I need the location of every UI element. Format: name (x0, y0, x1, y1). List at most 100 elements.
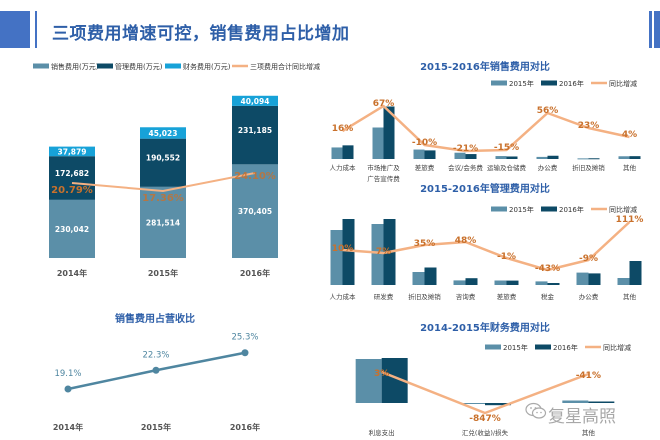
bar-2-2 (232, 95, 278, 106)
ratio-label: 25.3% (231, 333, 258, 343)
growth-label: 20.79% (51, 185, 93, 196)
x-tick-label: 研发费 (374, 292, 394, 301)
legend-yoy-label: 同比增减 (609, 79, 637, 88)
legend-2015-label: 2015年 (509, 205, 534, 214)
x-tick-label: 其他 (623, 292, 637, 301)
x-tick-label: 2014年 (53, 422, 83, 432)
bar-2015年-5 (536, 156, 548, 159)
x-tick-label: 利息支出 (369, 428, 395, 437)
bar-0-0 (49, 199, 95, 258)
yoy-label: -15% (494, 143, 519, 153)
yoy-line (381, 370, 589, 415)
bar-2016年-6 (588, 273, 601, 285)
x-tick-label: 办公费 (538, 163, 558, 172)
bar-2015年-2 (562, 400, 589, 403)
legend-2015-swatch (491, 80, 507, 86)
x-tick-label: 其他 (582, 428, 596, 437)
legend-2016-label: 2016年 (559, 79, 584, 88)
legend-item-0-swatch (33, 63, 49, 69)
x-tick-label: 差旅费 (415, 163, 435, 172)
legend-2015-label: 2015年 (503, 343, 528, 352)
bar-2015年-1 (459, 403, 485, 404)
ratio-label: 22.3% (142, 350, 169, 360)
yoy-label: 56% (537, 106, 559, 116)
bar-2016年-2 (424, 150, 436, 159)
bar-2015年-3 (453, 280, 466, 285)
yoy-label: 7% (376, 247, 391, 257)
x-tick-label: 人力成本 (330, 292, 357, 301)
yoy-label: -41% (576, 371, 601, 381)
x-tick-label: 广告宣传费 (367, 174, 400, 183)
bar-label: 190,552 (146, 154, 180, 163)
growth-label: 17.36% (142, 193, 184, 204)
yoy-label: -43% (535, 264, 560, 274)
bar-label: 45,023 (149, 129, 178, 138)
bar-2016年-7 (629, 261, 642, 285)
bar-2016年-4 (506, 156, 518, 159)
bar-2016年-7 (629, 156, 641, 159)
yoy-label: 48% (455, 236, 477, 246)
bar-0-1 (140, 186, 186, 258)
chart-title: 2015-2016年销售费用对比 (420, 60, 550, 73)
legend-2015-swatch (491, 206, 507, 212)
bar-2015年-1 (372, 127, 384, 159)
legend-item-3-label: 三项费用合计同比增减 (250, 62, 320, 71)
legend-item-2-label: 财务费用(万元) (183, 62, 231, 71)
legend-item-1-swatch (97, 63, 113, 69)
bar-2015年-7 (618, 156, 630, 159)
bar-2016年-0 (342, 145, 354, 159)
x-tick-label: 咨询费 (456, 292, 476, 301)
x-tick-label: 2016年 (240, 268, 270, 278)
x-tick-label: 2015年 (141, 422, 171, 432)
yoy-label: 35% (414, 239, 436, 249)
header-right-accent (652, 11, 660, 48)
chart-title: 销售费用占营收比 (115, 312, 195, 325)
bar-2015年-3 (454, 152, 466, 159)
yoy-label: -1% (497, 252, 516, 262)
bar-2015年-4 (495, 156, 507, 159)
x-tick-label: 会议/会务费 (448, 163, 483, 172)
bar-2015年-0 (355, 359, 382, 403)
x-tick-label: 差旅费 (497, 292, 517, 301)
legend-2016-label: 2016年 (553, 343, 578, 352)
bar-2016年-0 (342, 219, 355, 285)
bar-2016年-4 (506, 280, 519, 285)
legend-2016-swatch (535, 344, 551, 350)
x-tick-label: 2016年 (230, 422, 260, 432)
legend-yoy-label: 同比增减 (603, 343, 631, 352)
yoy-label: -9% (579, 254, 598, 264)
x-tick-label: 折旧及摊销 (408, 292, 441, 301)
header-accent-block (0, 11, 30, 48)
legend-2016-label: 2016年 (559, 205, 584, 214)
yoy-label: -10% (412, 138, 437, 148)
bar-label: 281,514 (146, 218, 180, 227)
bar-label: 40,094 (241, 97, 270, 106)
bar-2016年-3 (465, 154, 477, 159)
bar-2016年-2 (424, 267, 437, 285)
x-tick-label: 人力成本 (330, 163, 357, 172)
ratio-label: 19.1% (54, 369, 81, 379)
legend-item-0-label: 销售费用(万元) (51, 62, 99, 71)
legend-item-2-swatch (165, 63, 181, 69)
ratio-point (152, 366, 160, 374)
bar-2016年-2 (588, 401, 615, 403)
legend-yoy-label: 同比增减 (609, 205, 637, 214)
bar-2015年-0 (331, 147, 343, 159)
yoy-label: -21% (453, 144, 478, 154)
bar-label: 172,682 (55, 169, 89, 178)
chart-title: 2014-2015年财务费用对比 (420, 321, 550, 334)
yoy-label: 4% (622, 130, 637, 140)
bar-2016年-5 (547, 283, 560, 285)
ratio-point (241, 349, 249, 357)
x-tick-label: 办公费 (579, 292, 599, 301)
yoy-label: 23% (578, 121, 600, 131)
bar-2015年-6 (576, 272, 589, 285)
legend-2015-swatch (485, 344, 501, 350)
bar-label: 230,042 (55, 225, 89, 234)
bar-2015年-7 (617, 278, 630, 285)
legend-2016-swatch (541, 206, 557, 212)
legend-2015-label: 2015年 (509, 79, 534, 88)
yoy-label: 3% (374, 369, 389, 379)
bar-2-1 (140, 127, 186, 139)
